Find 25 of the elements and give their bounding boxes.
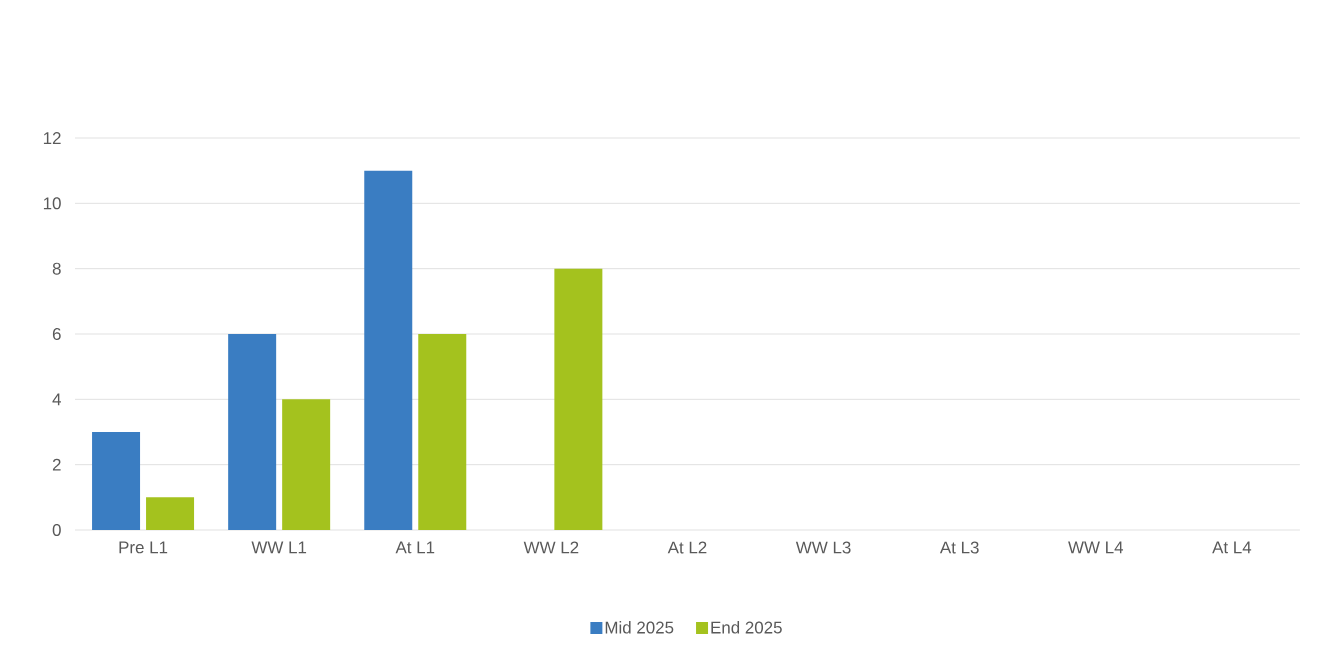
x-tick-label: At L1 [395,541,435,554]
bar [228,334,277,530]
x-tick-label: WW L3 [795,541,851,554]
y-tick-label: 8 [52,262,61,275]
legend-label: End 2025 [711,621,782,634]
y-tick-label: 6 [52,328,61,340]
x-tick-label: WW L4 [1068,541,1124,554]
legend-label: Mid 2025 [605,621,674,634]
x-tick-label: At L3 [939,541,979,554]
y-tick-label: 2 [52,458,61,471]
bar [282,399,331,530]
x-tick-label: WW L2 [523,541,579,554]
x-tick-label: WW L1 [251,541,307,554]
y-tick-label: 0 [52,524,61,536]
bar [554,268,603,530]
bar [364,170,413,530]
x-tick-label: Pre L1 [119,541,168,554]
x-tick-label: At L4 [1212,541,1252,554]
y-tick-label: 4 [52,393,61,406]
bar [146,497,195,530]
y-tick-label: 10 [43,197,61,210]
bar [418,334,467,530]
x-tick-label: At L2 [667,541,707,554]
bar [92,432,141,530]
y-tick-label: 12 [43,132,61,144]
